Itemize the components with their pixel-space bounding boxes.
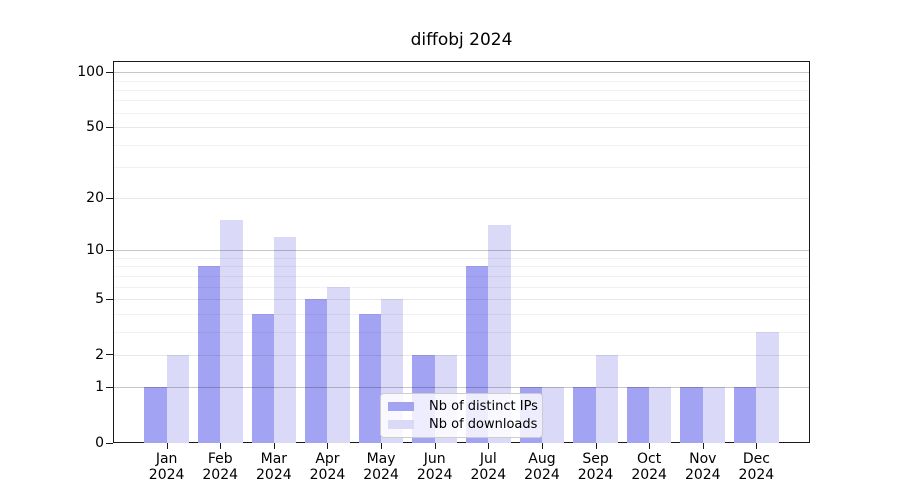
x-tick-year: 2024 — [148, 467, 185, 483]
x-tick-jan — [166, 443, 168, 449]
y-tick-label-20: 20 — [86, 190, 104, 207]
x-tick-year: 2024 — [524, 467, 560, 483]
legend-label-downloads: Nb of downloads — [429, 417, 538, 432]
x-tick-month: May — [366, 451, 396, 467]
x-tick-aug — [541, 443, 543, 449]
y-tick-1 — [106, 386, 113, 388]
x-tick-month: Oct — [637, 451, 662, 467]
y-tick-label-2: 2 — [95, 346, 104, 363]
x-tick-year: 2024 — [256, 467, 292, 483]
x-tick-apr — [327, 443, 329, 449]
plot-area — [113, 61, 810, 443]
x-tick-month: Jan — [155, 451, 178, 467]
x-tick-jul — [488, 443, 490, 449]
x-tick-month: Apr — [315, 451, 340, 467]
y-tick-10 — [106, 249, 113, 251]
x-tick-jun — [434, 443, 436, 449]
x-tick-label-jan: Jan 2024 — [135, 451, 199, 483]
y-tick-2 — [106, 354, 113, 356]
x-tick-year: 2024 — [631, 467, 667, 483]
y-tick-50 — [106, 126, 113, 128]
y-tick-label-1: 1 — [95, 379, 104, 396]
legend-swatch-downloads-icon — [388, 420, 414, 429]
x-tick-label-jun: Jun 2024 — [403, 451, 467, 483]
legend-item-downloads: Nb of downloads — [388, 418, 542, 432]
x-tick-year: 2024 — [202, 467, 239, 483]
legend-item-distinct-ips: Nb of distinct IPs — [388, 400, 542, 414]
x-tick-label-may: May 2024 — [349, 451, 413, 483]
x-tick-month: Mar — [260, 451, 288, 467]
x-tick-label-feb: Feb 2024 — [188, 451, 252, 483]
x-tick-label-dec: Dec 2024 — [724, 451, 788, 483]
y-tick-100 — [106, 71, 113, 73]
y-tick-label-5: 5 — [95, 291, 104, 307]
x-tick-label-jul: Jul 2024 — [456, 451, 520, 483]
x-tick-label-sep: Sep 2024 — [564, 451, 628, 483]
x-tick-month: Sep — [582, 451, 609, 467]
x-tick-month: Nov — [689, 451, 717, 467]
legend-swatch-distinct-ips-icon — [388, 402, 414, 411]
y-tick-20 — [106, 197, 113, 199]
x-tick-mar — [273, 443, 275, 449]
x-tick-month: Aug — [528, 451, 556, 467]
x-tick-month: Feb — [207, 451, 233, 467]
y-tick-0 — [106, 442, 113, 444]
y-tick-label-50: 50 — [86, 119, 104, 136]
x-tick-label-mar: Mar 2024 — [242, 451, 306, 483]
legend-label-distinct-ips: Nb of distinct IPs — [429, 399, 538, 414]
x-tick-year: 2024 — [470, 467, 507, 483]
x-tick-label-oct: Oct 2024 — [617, 451, 681, 483]
x-tick-label-aug: Aug 2024 — [510, 451, 574, 483]
x-tick-month: Dec — [742, 451, 770, 467]
x-tick-label-apr: Apr 2024 — [295, 451, 359, 483]
x-tick-year: 2024 — [309, 467, 346, 483]
legend: Nb of distinct IPs Nb of downloads — [380, 393, 543, 438]
x-tick-year: 2024 — [416, 467, 453, 483]
x-tick-month: Jul — [479, 451, 497, 467]
x-tick-dec — [756, 443, 758, 449]
x-tick-nov — [702, 443, 704, 449]
x-tick-year: 2024 — [577, 467, 614, 483]
x-tick-sep — [595, 443, 597, 449]
x-tick-may — [381, 443, 383, 449]
x-tick-year: 2024 — [738, 467, 775, 483]
x-tick-feb — [220, 443, 222, 449]
y-tick-label-0: 0 — [95, 435, 104, 451]
x-tick-month: Jun — [423, 451, 446, 467]
x-tick-year: 2024 — [363, 467, 399, 483]
x-tick-year: 2024 — [684, 467, 721, 483]
x-tick-label-nov: Nov 2024 — [671, 451, 735, 483]
y-tick-label-10: 10 — [86, 242, 104, 259]
x-tick-oct — [649, 443, 651, 449]
chart-title: diffobj 2024 — [410, 30, 513, 50]
y-tick-5 — [106, 298, 113, 300]
y-tick-label-100: 100 — [77, 64, 104, 81]
